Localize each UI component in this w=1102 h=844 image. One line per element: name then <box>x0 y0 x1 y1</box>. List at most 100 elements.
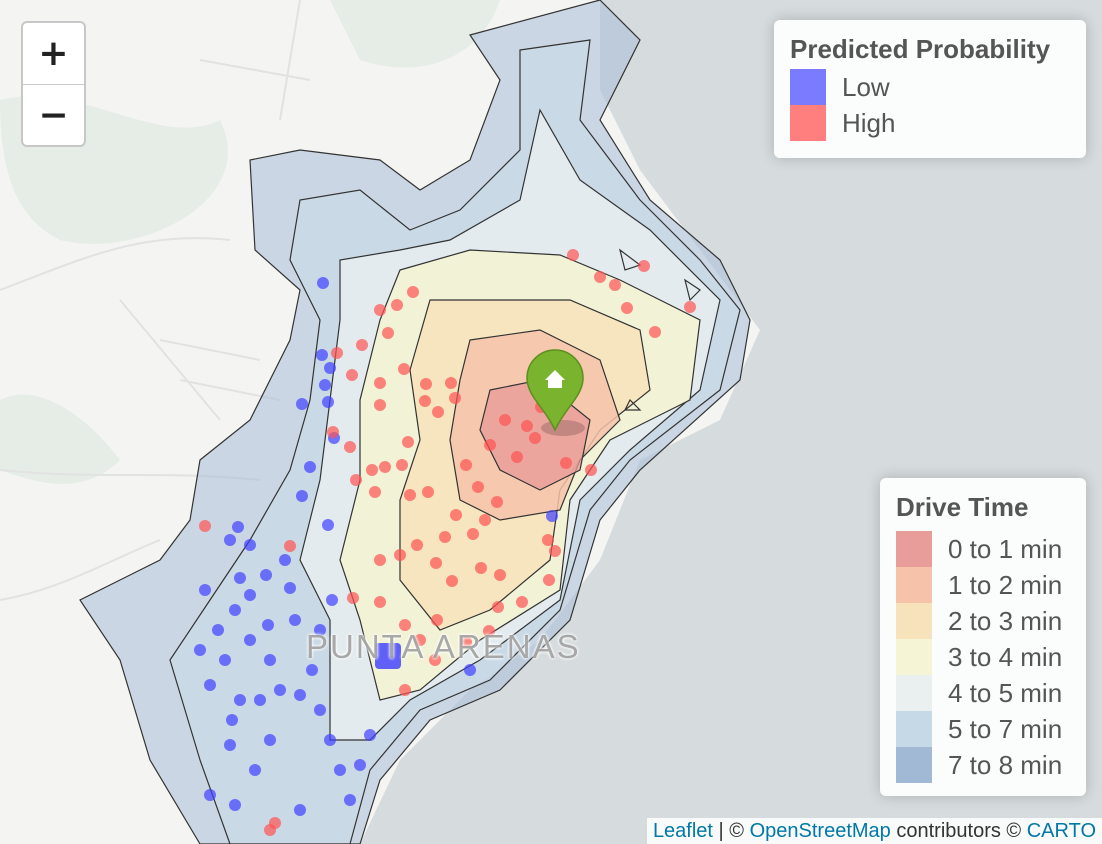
city-label: PUNTA ARENAS <box>306 628 581 665</box>
leaflet-link[interactable]: Leaflet <box>652 819 713 842</box>
osm-link[interactable]: OpenStreetMap <box>749 819 891 842</box>
data-point <box>391 299 403 311</box>
high-probability-points <box>199 249 696 836</box>
roads <box>0 0 311 601</box>
legend-item: 3 to 4 min <box>896 639 1070 675</box>
attribution-text: contributors © <box>890 819 1027 842</box>
home-marker[interactable] <box>526 349 585 436</box>
data-point <box>347 592 359 604</box>
data-point <box>464 664 476 676</box>
drive-time-legend: Drive Time 0 to 1 min 1 to 2 min 2 to 3 … <box>880 478 1086 796</box>
data-point <box>594 271 606 283</box>
data-point <box>306 664 318 676</box>
data-point <box>430 557 442 569</box>
data-point <box>204 789 216 801</box>
data-point <box>294 689 306 701</box>
data-point <box>499 414 511 426</box>
low-probability-points <box>194 277 558 816</box>
legend-label: 2 to 3 min <box>948 605 1063 636</box>
data-point <box>684 301 696 313</box>
carto-link[interactable]: CARTO <box>1026 819 1096 842</box>
data-point <box>516 596 528 608</box>
data-point <box>546 510 558 522</box>
data-point <box>264 734 276 746</box>
data-point <box>344 441 356 453</box>
data-point <box>314 704 326 716</box>
data-point <box>350 474 362 486</box>
data-point <box>319 379 331 391</box>
data-point <box>621 302 633 314</box>
data-point <box>542 534 554 546</box>
legend-swatch <box>896 531 932 567</box>
data-point <box>244 589 256 601</box>
data-point <box>249 764 261 776</box>
legend-item: 2 to 3 min <box>896 603 1070 639</box>
zoom-control: + − <box>21 21 86 147</box>
legend-swatch <box>896 711 932 747</box>
data-point <box>234 694 246 706</box>
legend-label: Low <box>842 71 890 102</box>
data-point <box>364 729 376 741</box>
data-point <box>479 514 491 526</box>
data-point <box>649 326 661 338</box>
home-icon <box>545 370 565 388</box>
legend-item: 7 to 8 min <box>896 747 1070 783</box>
legend-item: 5 to 7 min <box>896 711 1070 747</box>
data-point <box>422 486 434 498</box>
data-point <box>407 286 419 298</box>
data-point <box>334 764 346 776</box>
data-point <box>446 575 458 587</box>
data-point <box>229 604 241 616</box>
data-point <box>374 304 386 316</box>
legend-label: 5 to 7 min <box>948 713 1063 744</box>
data-point <box>585 464 597 476</box>
legend-item: 1 to 2 min <box>896 567 1070 603</box>
zoom-in-button[interactable]: + <box>38 33 69 74</box>
attribution-text: | © <box>713 819 750 842</box>
data-point <box>374 377 386 389</box>
data-point <box>521 420 533 432</box>
data-point <box>304 461 316 473</box>
legend-item: 4 to 5 min <box>896 675 1070 711</box>
data-point <box>419 395 431 407</box>
legend-item: 0 to 1 min <box>896 531 1070 567</box>
legend-title: Drive Time <box>896 492 1029 522</box>
data-point <box>369 486 381 498</box>
data-point <box>439 531 451 543</box>
data-point <box>432 406 444 418</box>
data-point <box>356 339 368 351</box>
data-point <box>445 377 457 389</box>
legend-swatch <box>896 675 932 711</box>
data-point <box>431 614 443 626</box>
data-point <box>414 634 426 646</box>
data-point <box>411 539 423 551</box>
data-point <box>324 734 336 746</box>
data-point <box>254 694 266 706</box>
data-point <box>322 396 334 408</box>
legend-title: Predicted Probability <box>790 34 1051 64</box>
data-point <box>354 759 366 771</box>
data-point <box>226 714 238 726</box>
data-point <box>366 464 378 476</box>
data-point <box>492 601 504 613</box>
data-point <box>219 654 231 666</box>
data-point <box>374 554 386 566</box>
data-point <box>346 369 358 381</box>
data-point <box>483 625 495 637</box>
zoom-out-button[interactable]: − <box>23 84 84 145</box>
data-point <box>234 572 246 584</box>
map-attribution: Leaflet | © OpenStreetMap contributors ©… <box>646 818 1102 844</box>
data-point <box>294 804 306 816</box>
data-point <box>264 654 276 666</box>
data-point <box>449 392 461 404</box>
data-point <box>244 539 256 551</box>
legend-label: 0 to 1 min <box>948 533 1063 564</box>
legend-item-low: Low <box>790 69 1070 105</box>
data-point <box>279 554 291 566</box>
data-point <box>232 521 244 533</box>
data-point <box>399 619 411 631</box>
data-point <box>609 279 621 291</box>
data-point <box>296 398 308 410</box>
data-point <box>543 574 555 586</box>
legend-label: 7 to 8 min <box>948 749 1063 780</box>
